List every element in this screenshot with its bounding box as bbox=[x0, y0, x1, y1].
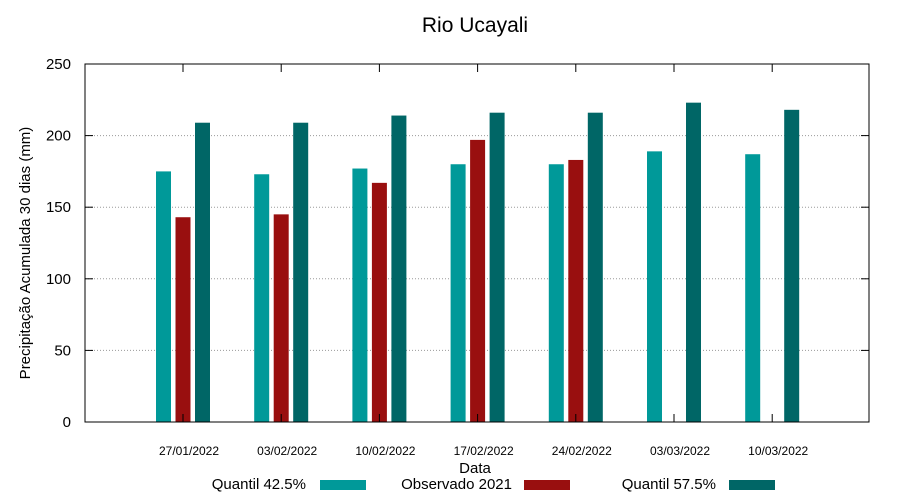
legend-label: Quantil 57.5% bbox=[622, 476, 716, 493]
x-tick-label: 10/03/2022 bbox=[748, 444, 808, 458]
y-ticks: 0 50 100 150 200 250 bbox=[46, 56, 869, 431]
x-tick-label: 03/03/2022 bbox=[650, 444, 710, 458]
bar bbox=[450, 164, 466, 423]
bar bbox=[686, 102, 701, 422]
y-axis-label: Precipitação Acumulada 30 dias (mm) bbox=[17, 127, 34, 380]
x-tick-label: 24/02/2022 bbox=[552, 444, 612, 458]
legend-label: Observado 2021 bbox=[401, 476, 512, 493]
x-tick-label: 17/02/2022 bbox=[454, 444, 514, 458]
y-tick-label: 100 bbox=[46, 271, 71, 288]
legend-swatch bbox=[320, 480, 366, 490]
bars bbox=[156, 102, 800, 423]
bar bbox=[352, 168, 368, 422]
x-tick-label: 03/02/2022 bbox=[257, 444, 317, 458]
bar bbox=[195, 122, 210, 422]
bar bbox=[470, 139, 486, 422]
y-tick-label: 50 bbox=[54, 342, 71, 359]
legend-label: Quantil 42.5% bbox=[212, 476, 306, 493]
bar bbox=[568, 159, 584, 422]
bar bbox=[647, 151, 662, 423]
bar bbox=[489, 112, 505, 423]
bar bbox=[254, 174, 270, 422]
legend-swatch bbox=[524, 480, 570, 490]
y-tick-label: 0 bbox=[63, 414, 71, 431]
bar bbox=[745, 154, 761, 422]
bar bbox=[391, 115, 407, 422]
bar bbox=[293, 122, 309, 422]
chart-title: Rio Ucayali bbox=[422, 14, 528, 37]
bar bbox=[548, 164, 564, 423]
x-tick-label: 10/02/2022 bbox=[355, 444, 415, 458]
legend-swatch bbox=[729, 480, 775, 490]
x-axis-label: Data bbox=[459, 460, 491, 477]
bar bbox=[175, 217, 191, 422]
x-tick-label: 27/01/2022 bbox=[159, 444, 219, 458]
legend: Quantil 42.5% Observado 2021 Quantil 57.5% bbox=[212, 476, 775, 493]
y-tick-label: 150 bbox=[46, 199, 71, 216]
y-tick-label: 250 bbox=[46, 56, 71, 73]
bar bbox=[371, 182, 387, 422]
y-tick-label: 200 bbox=[46, 128, 71, 145]
x-ticks: 27/01/2022 03/02/2022 10/02/2022 17/02/2022… bbox=[159, 64, 809, 458]
bar bbox=[587, 112, 603, 423]
plot-frame bbox=[84, 63, 870, 423]
bar bbox=[156, 171, 171, 422]
bar bbox=[273, 214, 289, 422]
bar bbox=[784, 109, 800, 422]
